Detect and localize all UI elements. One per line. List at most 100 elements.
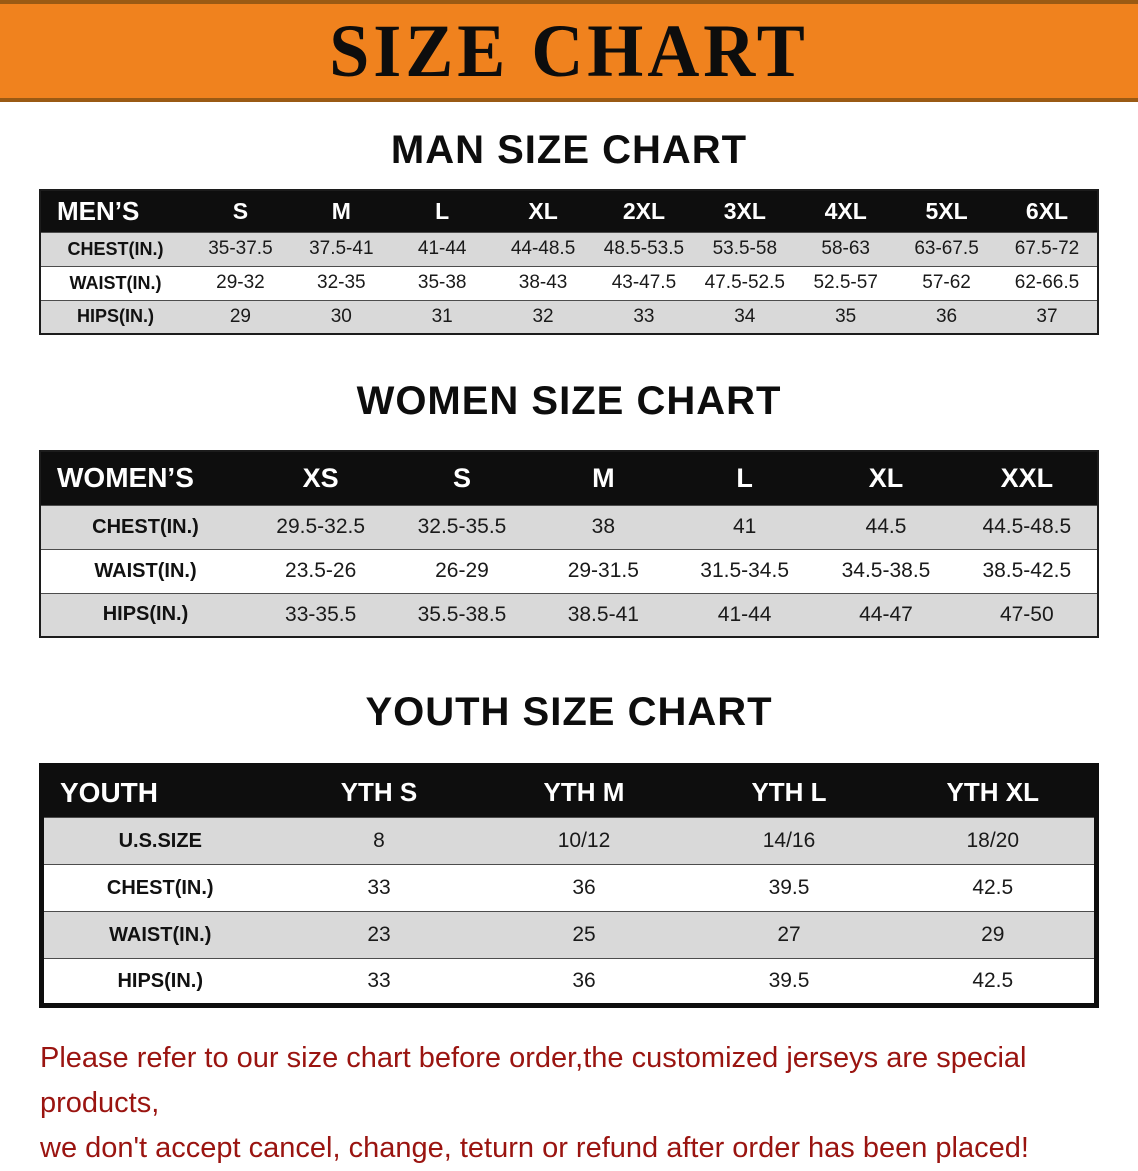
men-size-value: 37.5-41 bbox=[309, 238, 374, 259]
men-size-column-header: 6XL bbox=[997, 190, 1098, 232]
women-size-value: 32.5-35.5 bbox=[417, 515, 507, 538]
youth-size-chart-heading: YOUTH SIZE CHART bbox=[365, 690, 773, 734]
youth-size-value: 27 bbox=[777, 923, 801, 946]
youth-row-label: U.S.SIZE bbox=[118, 829, 202, 852]
disclaimer-line-1: Please refer to our size chart before or… bbox=[40, 1042, 1027, 1119]
men-size-value: 35 bbox=[835, 305, 857, 327]
men-size-value: 44-48.5 bbox=[510, 238, 576, 259]
women-table-row: HIPS(IN.) 33-35.5 35.5-38.5 38.5-41 41-44 44-… bbox=[40, 593, 1098, 637]
men-size-value: 43-47.5 bbox=[611, 272, 677, 293]
men-size-column-header: L bbox=[391, 190, 493, 232]
banner-title: SIZE CHART bbox=[329, 8, 809, 93]
women-size-chart-heading: WOMEN SIZE CHART bbox=[356, 379, 782, 423]
youth-table-row: HIPS(IN.) 33 36 39.5 42.5 bbox=[41, 958, 1097, 1006]
women-size-value: 38 bbox=[591, 515, 615, 538]
women-table-title: WOMEN’S bbox=[40, 451, 250, 505]
men-size-value: 33 bbox=[633, 305, 655, 327]
men-size-value: 62-66.5 bbox=[1014, 272, 1080, 293]
women-size-value: 29-31.5 bbox=[567, 559, 639, 582]
youth-size-value: 33 bbox=[367, 876, 391, 899]
men-size-value: 67.5-72 bbox=[1014, 238, 1080, 259]
men-row-label: HIPS(IN.) bbox=[76, 306, 154, 327]
women-table-row: CHEST(IN.) 29.5-32.5 32.5-35.5 38 41 44.5 44.5… bbox=[40, 505, 1098, 549]
disclaimer-note: Please refer to our size chart before or… bbox=[40, 1036, 1118, 1171]
women-size-value: 38.5-41 bbox=[567, 602, 639, 626]
women-size-table: WOMEN’S XS S M L XL XXL CHEST(IN.) 29.5-32.5 32.5… bbox=[39, 450, 1099, 638]
man-size-chart-heading: MAN SIZE CHART bbox=[390, 128, 748, 172]
youth-table-row: CHEST(IN.) 33 36 39.5 42.5 bbox=[41, 864, 1097, 912]
youth-size-value: 8 bbox=[373, 829, 385, 852]
youth-row-label: HIPS(IN.) bbox=[117, 969, 204, 992]
youth-size-table: YOUTH YTH S YTH M YTH L YTH XL U.S.SIZE 8 10/12… bbox=[39, 763, 1099, 1008]
women-size-section: WOMEN SIZE CHART WOMEN’S XS S M L XL XXL CHEST(… bbox=[0, 379, 1138, 638]
youth-size-value: 29 bbox=[981, 923, 1005, 946]
youth-size-column-header: YTH L bbox=[686, 765, 892, 818]
women-size-value: 35.5-38.5 bbox=[417, 602, 507, 626]
women-size-column-header: XS bbox=[250, 451, 392, 505]
women-size-value: 33-35.5 bbox=[285, 602, 357, 626]
disclaimer-line-2: we don't accept cancel, change, teturn o… bbox=[40, 1131, 1029, 1164]
women-size-value: 38.5-42.5 bbox=[982, 559, 1072, 582]
youth-size-value: 10/12 bbox=[557, 829, 611, 852]
youth-size-value: 36 bbox=[572, 876, 596, 899]
men-header-row: MEN’S S M L XL 2XL 3XL 4XL 5XL 6XL bbox=[40, 190, 1098, 232]
women-size-value: 47-50 bbox=[999, 602, 1054, 626]
youth-size-column-header: YTH S bbox=[276, 765, 482, 818]
men-size-value: 53.5-58 bbox=[712, 238, 778, 259]
women-size-value: 29.5-32.5 bbox=[276, 515, 366, 538]
men-row-label: WAIST(IN.) bbox=[69, 272, 162, 293]
men-table-row: CHEST(IN.) 35-37.5 37.5-41 41-44 44-48.5 48.5… bbox=[40, 232, 1098, 266]
women-size-value: 44-47 bbox=[859, 602, 913, 626]
men-size-column-header: 3XL bbox=[694, 190, 796, 232]
men-size-column-header: 2XL bbox=[593, 190, 695, 232]
men-size-column-header: M bbox=[290, 190, 392, 232]
youth-size-value: 36 bbox=[572, 969, 596, 992]
men-size-value: 32 bbox=[532, 305, 554, 327]
size-chart-banner: SIZE CHART bbox=[0, 0, 1138, 102]
youth-size-value: 39.5 bbox=[768, 969, 810, 992]
youth-table-title: YOUTH bbox=[41, 765, 277, 818]
men-size-value: 37 bbox=[1036, 305, 1058, 327]
men-size-column-header: 4XL bbox=[795, 190, 897, 232]
men-size-value: 29-32 bbox=[216, 272, 265, 293]
men-size-value: 48.5-53.5 bbox=[603, 238, 685, 259]
women-size-value: 34.5-38.5 bbox=[841, 559, 931, 582]
youth-row-label: WAIST(IN.) bbox=[109, 923, 212, 946]
women-size-column-header: XL bbox=[815, 451, 957, 505]
men-size-value: 63-67.5 bbox=[914, 238, 979, 259]
youth-size-value: 42.5 bbox=[972, 876, 1014, 899]
youth-table-row: WAIST(IN.) 23 25 27 29 bbox=[41, 911, 1097, 959]
men-size-table: MEN’S S M L XL 2XL 3XL 4XL 5XL 6XL CHEST(IN.) 35-37… bbox=[39, 189, 1099, 335]
youth-size-value: 18/20 bbox=[966, 829, 1020, 852]
women-size-column-header: S bbox=[391, 451, 533, 505]
men-size-column-header: XL bbox=[492, 190, 594, 232]
men-table-row: HIPS(IN.) 29 30 31 32 33 34 35 36 37 bbox=[40, 300, 1098, 334]
youth-size-value: 39.5 bbox=[768, 876, 810, 899]
youth-size-value: 14/16 bbox=[762, 829, 816, 852]
men-size-value: 57-62 bbox=[922, 272, 971, 293]
men-size-value: 35-38 bbox=[417, 272, 467, 293]
women-size-value: 44.5 bbox=[865, 515, 907, 538]
youth-size-column-header: YTH XL bbox=[891, 765, 1097, 818]
women-row-label: HIPS(IN.) bbox=[102, 603, 189, 626]
youth-size-value: 25 bbox=[572, 923, 596, 946]
youth-size-value: 42.5 bbox=[972, 969, 1014, 992]
youth-size-value: 23 bbox=[367, 923, 391, 946]
men-size-column-header: S bbox=[190, 190, 291, 232]
women-size-value: 41-44 bbox=[717, 602, 772, 626]
women-header-row: WOMEN’S XS S M L XL XXL bbox=[40, 451, 1098, 505]
men-table-title: MEN’S bbox=[40, 190, 190, 232]
women-size-value: 31.5-34.5 bbox=[700, 559, 790, 582]
men-row-label: CHEST(IN.) bbox=[67, 238, 164, 259]
women-size-column-header: XXL bbox=[956, 451, 1098, 505]
men-size-value: 41-44 bbox=[417, 238, 467, 259]
youth-row-label: CHEST(IN.) bbox=[106, 876, 214, 899]
men-size-value: 47.5-52.5 bbox=[704, 272, 785, 293]
women-table-row: WAIST(IN.) 23.5-26 26-29 29-31.5 31.5-34.5 34… bbox=[40, 549, 1098, 593]
women-size-value: 26-29 bbox=[435, 559, 489, 582]
women-size-value: 41 bbox=[732, 515, 757, 538]
women-size-column-header: M bbox=[532, 451, 674, 505]
men-size-value: 34 bbox=[734, 305, 756, 327]
men-size-section: MAN SIZE CHART MEN’S S M L XL 2XL 3XL 4XL 5XL 6XL… bbox=[0, 128, 1138, 335]
